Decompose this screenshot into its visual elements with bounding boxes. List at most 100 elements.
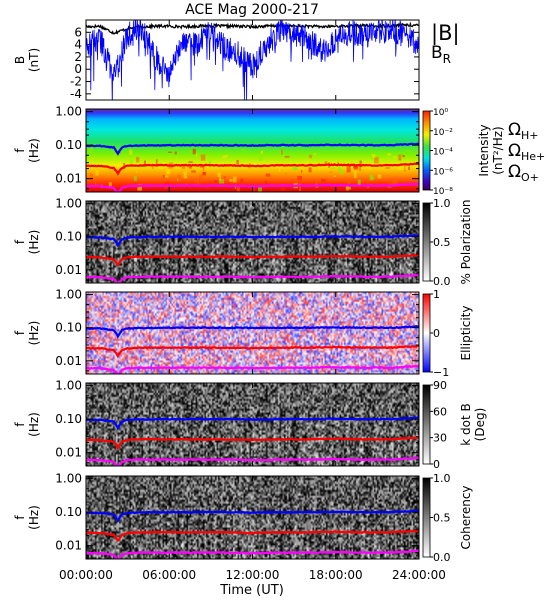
y-tick-label: 1.00 (55, 472, 82, 486)
y-axis-unit: (Hz) (27, 505, 41, 530)
colorbar-unit: (nT²/Hz) (491, 126, 505, 174)
cyclotron-line-H-plus (86, 142, 419, 156)
spectrogram-image (86, 292, 419, 374)
cyclotron-line-O-plus (86, 182, 419, 192)
y-tick-label: 0.01 (55, 446, 82, 460)
y-tick-label: 1.00 (55, 105, 82, 119)
x-tick-label: 00:00:00 (59, 568, 113, 582)
colorbar-tick-label: 10⁻⁶ (433, 167, 453, 177)
y-axis-label: f (13, 515, 27, 520)
colorbar-tick-label: 10⁻⁸ (433, 187, 453, 197)
cyclotron-line-H-plus (86, 509, 419, 523)
cyclotron-line-H-plus (86, 416, 419, 431)
panel-frame (85, 382, 420, 467)
cyclotron-line-O-plus (86, 549, 419, 559)
colorbar (422, 293, 431, 373)
y-axis-label: f (13, 330, 27, 335)
y-tick-label: 0.10 (55, 321, 82, 335)
y-tick-label: 0.10 (55, 505, 82, 519)
y-tick-label: 6 (74, 25, 82, 39)
panel-frame (85, 291, 420, 375)
y-tick-label: 2 (74, 50, 82, 64)
legend-cyclotron-O-plus: ΩO+ (508, 162, 539, 184)
colorbar-tick-label: −1 (433, 366, 449, 379)
cyclotron-line-He-plus (86, 344, 419, 359)
intensity-spectrogram (86, 109, 419, 192)
colorbar (422, 477, 431, 558)
colorbar-tick-label: 1 (433, 288, 440, 301)
y-axis-label: B (13, 56, 27, 64)
legend-b-r: BR (431, 43, 451, 66)
colorbar-tick-label: 0.0 (433, 275, 451, 288)
time-axis: 00:00:00 06:00:00 12:00:00 18:00:00 24:00:00 (59, 568, 446, 582)
y-tick-label: 1.00 (55, 197, 82, 211)
x-tick-label: 12:00:00 (226, 568, 280, 582)
colorbar-label: Ellipticity (459, 306, 473, 361)
spectrogram-image (86, 201, 419, 283)
colorbar-tick-label: 0 (433, 458, 440, 471)
colorbar (422, 384, 431, 465)
panel-frame (85, 475, 420, 560)
y-axis-label: f (13, 239, 27, 244)
cyclotron-line-H-plus (86, 234, 419, 248)
colorbar-tick-label: 0.5 (433, 512, 451, 525)
y-tick-label: 0.10 (55, 412, 82, 426)
y-axis-unit: (Hz) (27, 321, 41, 346)
colorbar-tick-label: 0.0 (433, 551, 451, 564)
y-tick-label: 0.01 (55, 354, 82, 368)
y-tick-label: 1.00 (55, 288, 82, 302)
colorbar-tick-label: 1.0 (433, 472, 451, 485)
colorbar-tick-label: 0 (433, 327, 440, 340)
y-axis-unit: (Hz) (27, 412, 41, 437)
y-tick-label: 0.01 (55, 263, 82, 277)
cyclotron-line-H-plus (86, 325, 419, 339)
series-b-magnitude-line (86, 21, 419, 35)
colorbar-tick-label: 30 (433, 432, 447, 445)
y-tick-label: -2 (70, 75, 82, 89)
y-axis-label: f (13, 422, 27, 427)
y-axis-unit: (Hz) (27, 138, 41, 163)
colorbar (422, 110, 431, 191)
colorbar-label: Coherency (459, 485, 473, 549)
cyclotron-line-He-plus (86, 529, 419, 543)
colorbar-tick-label: 1.0 (433, 197, 451, 210)
cyclotron-line-He-plus (86, 162, 419, 176)
spectrogram-image (86, 383, 419, 466)
cyclotron-line-He-plus (86, 253, 419, 267)
y-tick-label: 4 (74, 38, 82, 52)
series-b-r-line (86, 20, 419, 100)
legend-cyclotron-H-plus: ΩH+ (508, 120, 539, 142)
chart-title: ACE Mag 2000-217 (185, 2, 319, 18)
legend-cyclotron-He-plus: ΩHe+ (508, 141, 545, 163)
colorbar-tick-label: 90 (433, 379, 447, 392)
colorbar-tick-label: 10⁻² (433, 128, 453, 138)
legend-b-magnitude: |B| (431, 21, 460, 46)
y-tick-label: 0.01 (55, 172, 82, 186)
cyclotron-line-O-plus (86, 456, 419, 466)
colorbar-label: Intensity (477, 124, 491, 176)
y-tick-label: 0.10 (55, 138, 82, 152)
colorbar-unit: (Deg) (473, 408, 487, 442)
spectrogram-image (86, 476, 419, 559)
colorbar-label: k dot B (459, 403, 473, 445)
panel-frame (85, 19, 420, 101)
cyclotron-line-He-plus (86, 436, 419, 451)
y-tick-label: 1.00 (55, 379, 82, 393)
y-tick-label: -4 (70, 87, 82, 101)
colorbar-tick-label: 0.5 (433, 236, 451, 249)
y-axis-unit: (nT) (27, 48, 41, 72)
x-tick-label: 24:00:00 (392, 568, 446, 582)
colorbar (422, 202, 431, 282)
colorbar-tick-label: 60 (433, 405, 447, 418)
cyclotron-line-O-plus (86, 364, 419, 374)
panel-frame (85, 108, 420, 193)
cyclotron-line-O-plus (86, 273, 419, 283)
x-tick-label: 18:00:00 (309, 568, 363, 582)
colorbar-label: % Polarization (459, 200, 473, 285)
y-tick-label: 0.01 (55, 539, 82, 553)
panel-frame (85, 200, 420, 284)
colorbar-tick-label: 10⁰ (433, 108, 448, 118)
colorbar-tick-label: 10⁻⁴ (433, 148, 453, 158)
